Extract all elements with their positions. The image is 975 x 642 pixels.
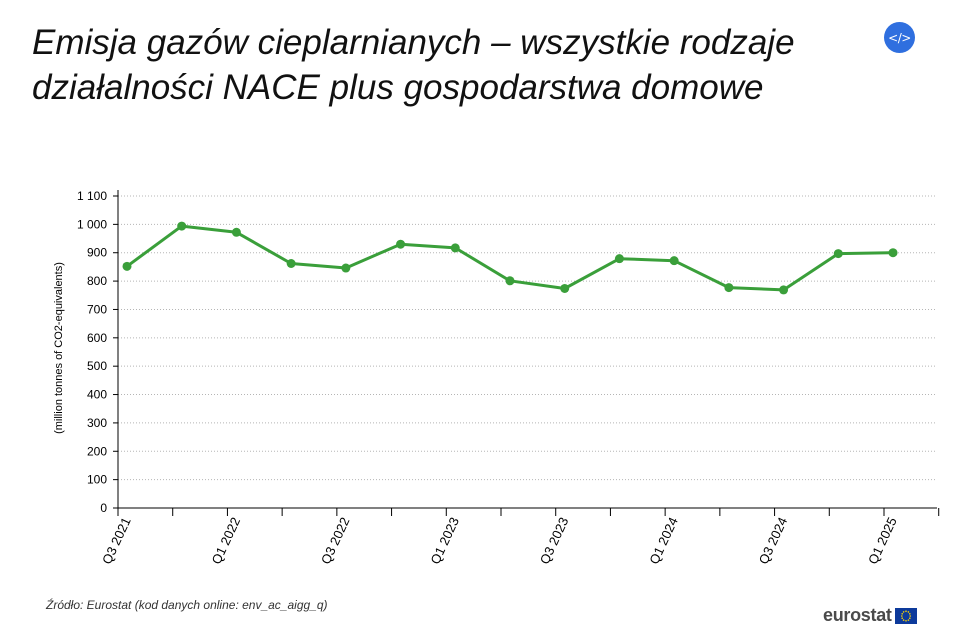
data-point	[560, 283, 570, 293]
y-tick-label: 300	[87, 416, 107, 430]
y-axis-label: (million tonnes of CO2-equivalents)	[53, 262, 65, 434]
chart-title: Emisja gazów cieplarnianych – wszystkie …	[32, 23, 795, 107]
y-tick-label: 600	[87, 331, 107, 345]
data-point	[177, 221, 187, 231]
data-point	[122, 261, 132, 271]
y-tick-label: 800	[87, 274, 107, 288]
logo-text: eurostat	[823, 605, 892, 625]
x-tick-label: Q1 2024	[646, 515, 681, 567]
data-point	[450, 243, 460, 253]
line-chart: 0 100 200 300 400 500 600 700 800 900 1 000 1 100 (m…	[53, 189, 940, 567]
data-point	[833, 249, 843, 259]
code-icon: </>	[888, 30, 911, 45]
embed-code-button[interactable]: </>	[884, 22, 915, 53]
y-tick-label: 700	[87, 302, 107, 316]
x-tick-label: Q1 2025	[865, 515, 900, 567]
data-point	[614, 254, 624, 264]
source-note: Źródło: Eurostat (kod danych online: env…	[46, 598, 328, 612]
data-point	[231, 227, 241, 237]
x-tick-label: Q3 2021	[99, 515, 134, 567]
y-tick-label: 500	[87, 359, 107, 373]
data-point	[286, 259, 296, 269]
data-point	[341, 263, 351, 273]
y-tick-label: 400	[87, 388, 107, 402]
x-tick-label: Q1 2022	[208, 515, 243, 567]
data-point	[669, 256, 679, 266]
y-tick-label: 0	[100, 501, 107, 515]
eurostat-logo: eurostat	[823, 605, 917, 626]
y-tick-label: 200	[87, 444, 107, 458]
data-point	[888, 248, 898, 258]
y-tick-label: 1 000	[77, 217, 107, 231]
data-point	[396, 239, 406, 249]
data-point	[724, 283, 734, 293]
y-tick-label: 100	[87, 473, 107, 487]
x-tick-label: Q3 2023	[537, 515, 572, 567]
data-point	[779, 285, 789, 295]
x-tick-label: Q1 2023	[427, 515, 462, 567]
x-tick-label: Q3 2024	[756, 515, 791, 567]
data-point	[505, 276, 515, 286]
y-tick-label: 900	[87, 246, 107, 260]
eu-flag-icon	[894, 607, 917, 624]
y-tick-label: 1 100	[77, 189, 107, 203]
x-tick-label: Q3 2022	[318, 515, 353, 567]
